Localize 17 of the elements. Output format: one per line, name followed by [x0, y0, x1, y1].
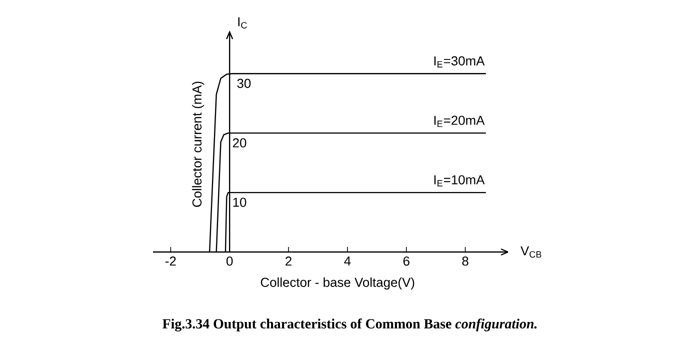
- data-label: 10: [233, 198, 246, 207]
- x-tick-label: 8: [462, 256, 468, 266]
- x-tick-label: 6: [403, 256, 410, 266]
- x-tick-label: 0: [226, 256, 233, 266]
- x-tick-label: 2: [286, 256, 292, 266]
- x-tick-label: -2: [166, 256, 176, 266]
- data-label: 20: [232, 138, 246, 148]
- series-label: I$_{E}$=30mA: [434, 56, 485, 68]
- data-label: 30: [237, 78, 251, 88]
- series-label: I$_{E}$=20mA: [434, 116, 485, 127]
- x-tick-label: 4: [344, 256, 351, 266]
- x-axis-title: Collector - base Voltage(V): [260, 277, 414, 290]
- text: I$_{C}$: [238, 17, 247, 28]
- text: Fig.3.34 Output characteristics of Common Base configuration.: [162, 318, 537, 332]
- series-label: I$_{E}$=10mA: [434, 175, 485, 186]
- y-axis-title: Collector current (mA): [192, 82, 204, 207]
- text: V$_{CB}$: [520, 246, 542, 258]
